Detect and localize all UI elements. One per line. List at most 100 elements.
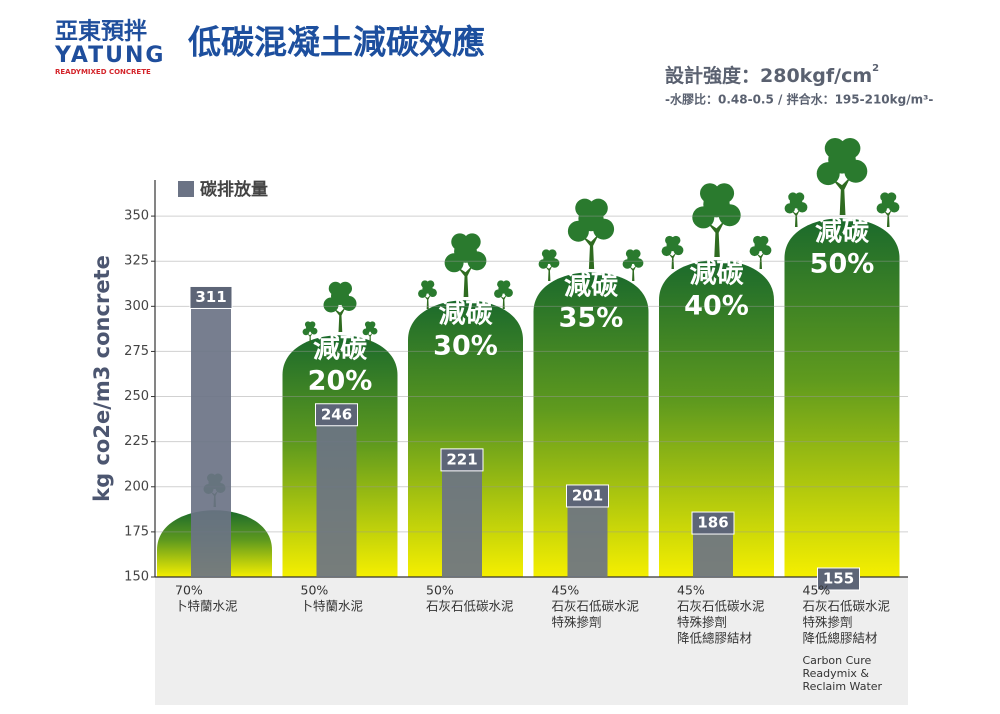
reduction-label: 減碳 [313, 334, 368, 365]
value-label: 155 [823, 569, 854, 587]
value-label-box [440, 448, 484, 472]
tree-trunk [628, 264, 637, 281]
x-tick-label: 石灰石低碳水泥 [677, 599, 765, 614]
reduction-label: 減碳 [690, 259, 745, 290]
y-tick-label: 350 [124, 209, 149, 224]
tree-leaf [665, 235, 674, 245]
y-tick-label: 300 [124, 299, 149, 314]
reduction-label: 40% [684, 291, 749, 322]
tree-leaf [886, 192, 897, 202]
x-tick-label: 特殊摻劑 [552, 615, 602, 630]
y-tick-label: 325 [124, 254, 149, 269]
tree-leaf [309, 321, 316, 328]
reduction-label: 20% [308, 366, 373, 397]
tree-trunk [499, 294, 507, 309]
tree-leaf [759, 235, 769, 245]
reduction-label: 35% [559, 303, 624, 334]
x-tick-label: 降低總膠結材 [677, 631, 752, 646]
tree-trunk [706, 219, 726, 257]
logo-en: YATUNG [54, 43, 165, 68]
tree-leaf [369, 321, 376, 328]
value-label-box [189, 285, 233, 309]
x-tick-label: Readymix & [803, 667, 870, 680]
x-tick-label: 降低總膠結材 [803, 631, 878, 646]
spec-sup: 2 [872, 63, 879, 74]
x-tick-label: Carbon Cure [803, 654, 872, 667]
tree-trunk [366, 332, 373, 344]
tree-leaf [463, 233, 481, 251]
tree-leaf [575, 198, 595, 218]
value-label: 221 [446, 450, 477, 468]
tree-leaf [753, 235, 762, 245]
value-label-box [817, 567, 860, 591]
y-tick-label: 150 [124, 570, 149, 585]
y-axis-label: kg co2e/m3 concrete [90, 255, 114, 502]
tree-leaf [714, 183, 735, 204]
x-tick-label: 石灰石低碳水泥 [803, 599, 891, 614]
x-tick-label: 50% [426, 583, 454, 598]
value-label: 311 [195, 288, 226, 306]
title: 低碳混凝土減碳效應 [188, 23, 485, 62]
tree-leaf [632, 249, 641, 258]
tree-leaf [788, 192, 798, 202]
tree-trunk [423, 294, 431, 309]
tree-trunk [333, 306, 346, 332]
reduction-label: 減碳 [815, 217, 870, 248]
hill [408, 300, 523, 577]
reduction-label: 減碳 [439, 299, 494, 330]
value-label-box [315, 403, 358, 427]
tree-trunk [668, 252, 677, 269]
tree-leaf [497, 280, 505, 289]
tree-leaf [625, 249, 635, 258]
value-label-box [691, 511, 735, 535]
x-tick-label: Reclaim Water [803, 680, 883, 693]
tree-leaf [426, 280, 435, 289]
tree-leaf [541, 249, 551, 258]
x-tick-label: 45% [552, 583, 580, 598]
reduction-label: 30% [433, 331, 498, 362]
x-tick-label: 特殊摻劑 [677, 615, 727, 630]
tree-trunk [883, 209, 893, 227]
spec-note: -水膠比：0.48-0.5 / 拌合水：195-210kg/m³- [665, 92, 933, 107]
value-label: 186 [697, 514, 728, 532]
x-tick-label: 70% [175, 583, 203, 598]
x-tick-label: 石灰石低碳水泥 [552, 599, 640, 614]
value-label: 201 [572, 486, 603, 504]
tree-trunk [791, 209, 801, 227]
tree-leaf [671, 235, 681, 245]
label-panel [155, 577, 908, 705]
x-tick-label: 特殊摻劑 [803, 615, 853, 630]
tree-trunk [581, 233, 600, 269]
hill [659, 260, 774, 577]
tree-leaf [548, 249, 557, 258]
legend-label: 碳排放量 [200, 179, 268, 200]
x-tick-label: 45% [677, 583, 705, 598]
x-tick-label: 50% [301, 583, 329, 598]
bar [316, 403, 357, 577]
bar [191, 286, 231, 577]
y-tick-label: 225 [124, 434, 149, 449]
tree-leaf [700, 183, 720, 204]
y-tick-label: 175 [124, 524, 149, 539]
logo-sub: READYMIXED CONCRETE [55, 68, 151, 76]
spec-text: 設計強度：280kgf/cm [665, 64, 872, 87]
spec: 設計強度：280kgf/cm2 [665, 63, 879, 87]
tree-trunk [456, 264, 474, 297]
reduction-label: 減碳 [564, 271, 619, 302]
x-tick-label: 45% [803, 583, 831, 598]
y-tick-label: 275 [124, 344, 149, 359]
tree-leaf [421, 280, 429, 289]
y-tick-label: 250 [124, 389, 149, 404]
tree-leaf [588, 198, 608, 218]
tree-leaf [824, 137, 846, 159]
value-label: 246 [321, 405, 352, 423]
tree-leaf [839, 137, 861, 159]
y-tick-label: 200 [124, 479, 149, 494]
tree-leaf [794, 192, 805, 202]
tree-trunk [544, 264, 553, 281]
tree-leaf [338, 281, 352, 296]
hill [533, 272, 649, 577]
x-tick-label: 卜特蘭水泥 [175, 599, 238, 614]
tree-trunk [306, 332, 313, 344]
